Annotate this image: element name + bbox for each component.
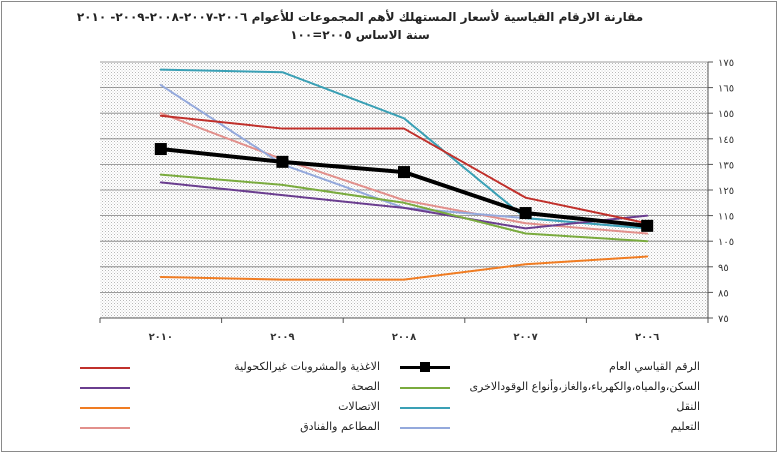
legend-label: الرقم القياسي العام: [609, 360, 700, 373]
data-point: [398, 166, 410, 179]
legend-swatch: [400, 427, 450, 429]
data-point: [519, 207, 532, 220]
legend-item: الصحة: [80, 378, 380, 396]
y-tick-label: ١٧٥: [718, 58, 734, 69]
legend-item: المطاعم والفنادق: [80, 418, 380, 436]
legend-label: المطاعم والفنادق: [300, 420, 380, 433]
y-tick-label: ١٤٥: [718, 135, 734, 146]
y-tick-label: ١٥٥: [718, 109, 734, 120]
x-tick-label: ٢٠٠٦: [635, 332, 659, 343]
series-line: [159, 181, 649, 230]
legend-item: الاتصالات: [80, 398, 380, 416]
legend-item: السكن،والمياه،والكهرباء،والغاز،وأنواع ال…: [400, 378, 700, 396]
legend-item: الرقم القياسي العام: [400, 358, 700, 376]
legend-label: الاغذية والمشروبات غيرالكحولية: [234, 360, 380, 373]
series-line: [159, 68, 649, 230]
legend-swatch: [80, 387, 130, 389]
data-point: [154, 143, 167, 156]
legend-marker: [420, 362, 430, 372]
series-line: [159, 173, 649, 243]
legend-swatch: [80, 427, 130, 429]
x-tick-label: ٢٠٠٩: [270, 332, 294, 343]
legend-label: النقل: [676, 400, 700, 413]
legend-swatch: [400, 387, 450, 389]
data-point: [276, 155, 289, 168]
legend-item: الاغذية والمشروبات غيرالكحولية: [80, 358, 380, 376]
axes: ٧٥ ٨٥ ٩٥ ١٠٥ ١١٥ ١٢٥ ١٣٥ ١٤٥ ١٥٥ ١٦٥ ١٧٥ ٢٠١٠ ٢٠٠٩ ٢٠…: [99, 58, 734, 343]
legend-label: الاتصالات: [338, 400, 380, 413]
y-tick-label: ١٦٥: [718, 84, 734, 95]
legend-swatch: [80, 367, 130, 369]
series-lines: [154, 68, 654, 281]
series-line: [159, 114, 649, 225]
x-tick-label: ٢٠١٠: [149, 332, 173, 343]
legend-item: النقل: [400, 398, 700, 416]
legend-label: التعليم: [670, 420, 700, 433]
y-tick-label: ٩٥: [718, 263, 729, 274]
legend-label: السكن،والمياه،والكهرباء،والغاز،وأنواع ال…: [469, 380, 700, 393]
chart-title: مقارنة الارقام القياسية لأسعار المستهلك …: [76, 10, 644, 24]
chart-subtitle: سنة الاساس ٢٠٠٥=١٠٠: [290, 28, 430, 42]
legend-swatch: [400, 407, 450, 409]
series-line: [159, 255, 649, 281]
legend-swatch: [80, 407, 130, 409]
legend: الرقم القياسي العام الاغذية والمشروبات غي…: [80, 358, 700, 442]
x-tick-label: ٢٠٠٨: [392, 332, 416, 343]
y-tick-label: ٧٥: [718, 314, 729, 325]
y-tick-label: ١٢٥: [718, 186, 734, 197]
y-tick-label: ١٣٥: [718, 160, 734, 171]
legend-item: التعليم: [400, 418, 700, 436]
data-point: [641, 219, 654, 232]
series-line: [159, 112, 649, 235]
legend-label: الصحة: [351, 380, 380, 393]
y-tick-label: ١١٥: [718, 212, 734, 223]
chart-title-block: مقارنة الارقام القياسية لأسعار المستهلك …: [40, 8, 680, 44]
y-tick-label: ٨٥: [718, 288, 729, 299]
x-tick-label: ٢٠٠٧: [513, 332, 537, 343]
y-tick-label: ١٠٥: [718, 237, 734, 248]
